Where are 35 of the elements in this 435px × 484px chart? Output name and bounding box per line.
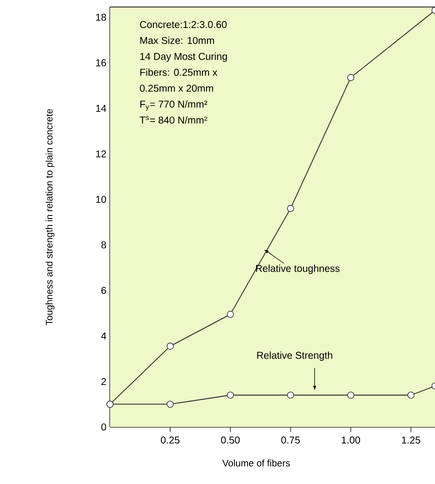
annotation: Relative Strength <box>257 352 332 361</box>
x-tick-label: 0.50 <box>221 436 240 444</box>
annotation: Fibers: 0.25mm x <box>140 68 218 76</box>
y-tick-label: 6 <box>101 286 106 294</box>
annotation: 14 Day Most Curing <box>140 52 227 62</box>
y-axis-title: Toughness and strength in relation to plain concrete <box>46 109 54 326</box>
point <box>287 204 294 212</box>
x-tick-label: 0.25 <box>160 436 180 444</box>
point <box>347 74 354 82</box>
point <box>226 310 234 318</box>
annotation: Concrete:1:2:3.0.60 <box>140 21 227 28</box>
y-tick-label: 4 <box>101 332 106 340</box>
point <box>166 342 174 350</box>
point <box>287 392 294 399</box>
y-tick-label: 18 <box>96 14 106 21</box>
x-tick-label: 1.00 <box>342 436 360 444</box>
annotation: T$^{s}$= 840 N/mm² <box>140 116 208 124</box>
y-tick-label: 14 <box>96 104 106 112</box>
x-tick-label: 0.75 <box>281 436 300 444</box>
point <box>347 392 354 399</box>
point <box>166 400 174 408</box>
y-tick-label: 8 <box>101 241 106 248</box>
y-tick-label: 0 <box>101 423 106 431</box>
point <box>226 392 234 399</box>
x-tick-label: 1.25 <box>402 436 420 444</box>
y-tick-label: 16 <box>96 59 106 66</box>
annotation: Max Size: 10mm <box>140 36 214 44</box>
x-axis-title: Volume of fibers <box>222 460 290 466</box>
y-tick-label: 2 <box>101 378 106 385</box>
point <box>407 392 414 399</box>
annotation: Relative toughness <box>256 264 340 274</box>
annotation: F$_{y}$= 770 N/mm² <box>140 100 208 111</box>
annotation: 0.25mm x 20mm <box>140 84 214 92</box>
y-tick-label: 10 <box>96 196 106 203</box>
y-tick-label: 12 <box>96 150 106 158</box>
